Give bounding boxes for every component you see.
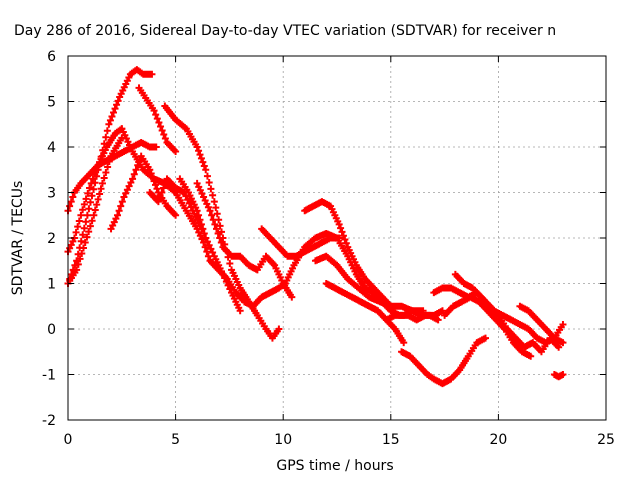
- point-markers: [382, 307, 442, 324]
- point-markers: [107, 152, 180, 233]
- y-tick-label: 1: [47, 277, 56, 293]
- x-tick-label: 20: [489, 432, 507, 448]
- data-track: [107, 152, 180, 233]
- data-track: [135, 84, 180, 156]
- data-track: [64, 66, 156, 287]
- point-markers: [193, 179, 296, 301]
- y-tick-label: -2: [42, 413, 56, 429]
- x-tick-label: 25: [597, 432, 615, 448]
- point-markers: [441, 293, 535, 360]
- y-axis-label: SDTVAR / TECUs: [10, 181, 26, 296]
- data-track: [550, 371, 567, 381]
- point-markers: [176, 175, 244, 315]
- point-markers: [135, 84, 180, 156]
- y-tick-label: 4: [47, 140, 56, 156]
- point-markers: [516, 302, 567, 347]
- x-tick-label: 15: [382, 432, 400, 448]
- data-track: [193, 179, 296, 301]
- data-track: [451, 270, 563, 356]
- point-markers: [451, 270, 563, 356]
- data-track: [301, 198, 395, 310]
- point-markers: [118, 125, 248, 306]
- data-track: [516, 302, 567, 347]
- point-markers: [161, 102, 283, 342]
- data-track: [176, 175, 244, 315]
- y-tick-label: 2: [47, 231, 56, 247]
- point-markers: [301, 198, 395, 310]
- data-track: [382, 307, 442, 324]
- data-track: [118, 125, 248, 306]
- ticks: 0 5 10 15 20 25 -2 -1 0 1 2 3 4 5 6: [42, 49, 615, 448]
- data-points: [64, 66, 567, 388]
- point-markers: [550, 371, 567, 381]
- point-markers: [258, 225, 343, 260]
- y-tick-label: 6: [47, 49, 56, 65]
- y-tick-label: -1: [42, 368, 56, 384]
- y-tick-label: 3: [47, 186, 56, 202]
- y-tick-label: 5: [47, 95, 56, 111]
- data-track: [441, 293, 535, 360]
- x-tick-label: 10: [274, 432, 292, 448]
- chart-title: Day 286 of 2016, Sidereal Day-to-day VTE…: [14, 23, 556, 39]
- data-track: [161, 102, 283, 342]
- y-tick-label: 0: [47, 322, 56, 338]
- point-markers: [64, 66, 156, 287]
- x-tick-label: 0: [64, 432, 73, 448]
- x-axis-label: GPS time / hours: [276, 458, 393, 474]
- data-track: [258, 225, 343, 260]
- point-markers: [398, 334, 489, 388]
- data-track: [398, 334, 489, 388]
- x-tick-label: 5: [171, 432, 180, 448]
